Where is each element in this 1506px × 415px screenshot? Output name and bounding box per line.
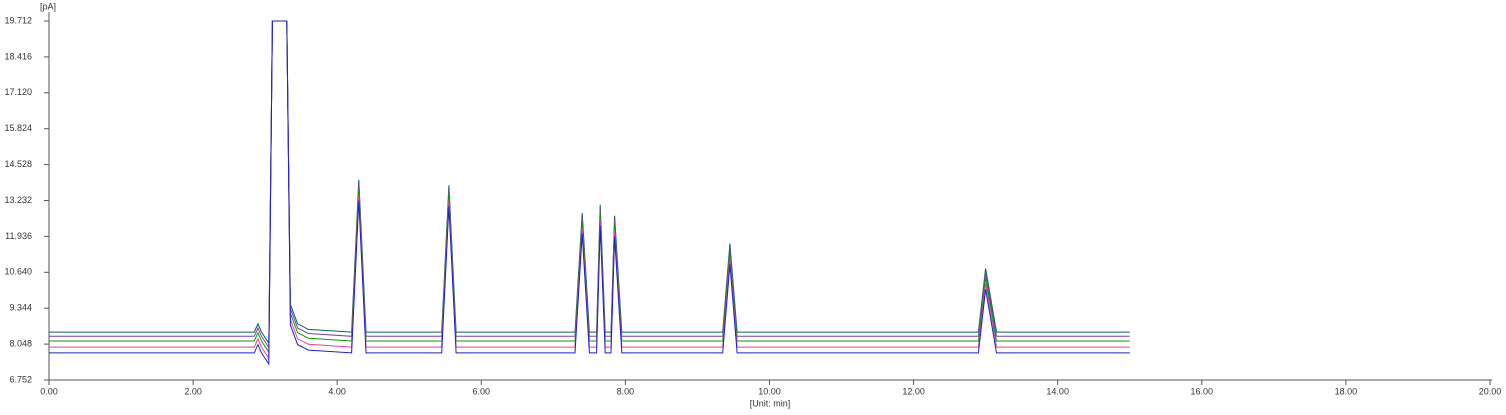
trace (49, 20, 1130, 345)
y-tick-label: 19.712 (4, 15, 32, 25)
trace (49, 20, 1130, 354)
x-tick-label: 18.00 (1335, 386, 1358, 396)
y-tick-label: 17.120 (4, 87, 32, 97)
x-tick-label: 4.00 (328, 386, 346, 396)
x-tick-label: 2.00 (184, 386, 202, 396)
x-tick-label: 0.00 (40, 386, 58, 396)
y-tick-label: 9.344 (9, 303, 32, 313)
y-tick-label: 10.640 (4, 267, 32, 277)
x-tick-label: 14.00 (1046, 386, 1069, 396)
x-tick-label: 12.00 (902, 386, 925, 396)
y-tick-label: 6.752 (9, 374, 32, 384)
y-tick-label: 8.048 (9, 338, 32, 348)
y-tick-label: 11.936 (5, 231, 32, 241)
x-tick-label: 8.00 (617, 386, 635, 396)
x-tick-label: 6.00 (473, 386, 491, 396)
trace (49, 20, 1130, 366)
x-tick-label: 16.00 (1191, 386, 1214, 396)
y-axis-label: [pA] (40, 1, 56, 11)
y-tick-label: 13.232 (4, 195, 32, 205)
x-tick-label: 10.00 (758, 386, 781, 396)
x-tick-label: 20.00 (1479, 386, 1502, 396)
trace (49, 20, 1130, 360)
x-axis-label: [Unit: min] (750, 398, 791, 408)
trace (49, 20, 1130, 350)
y-tick-label: 15.824 (4, 123, 32, 133)
y-tick-label: 14.528 (4, 159, 32, 169)
y-tick-label: 18.416 (4, 51, 32, 61)
